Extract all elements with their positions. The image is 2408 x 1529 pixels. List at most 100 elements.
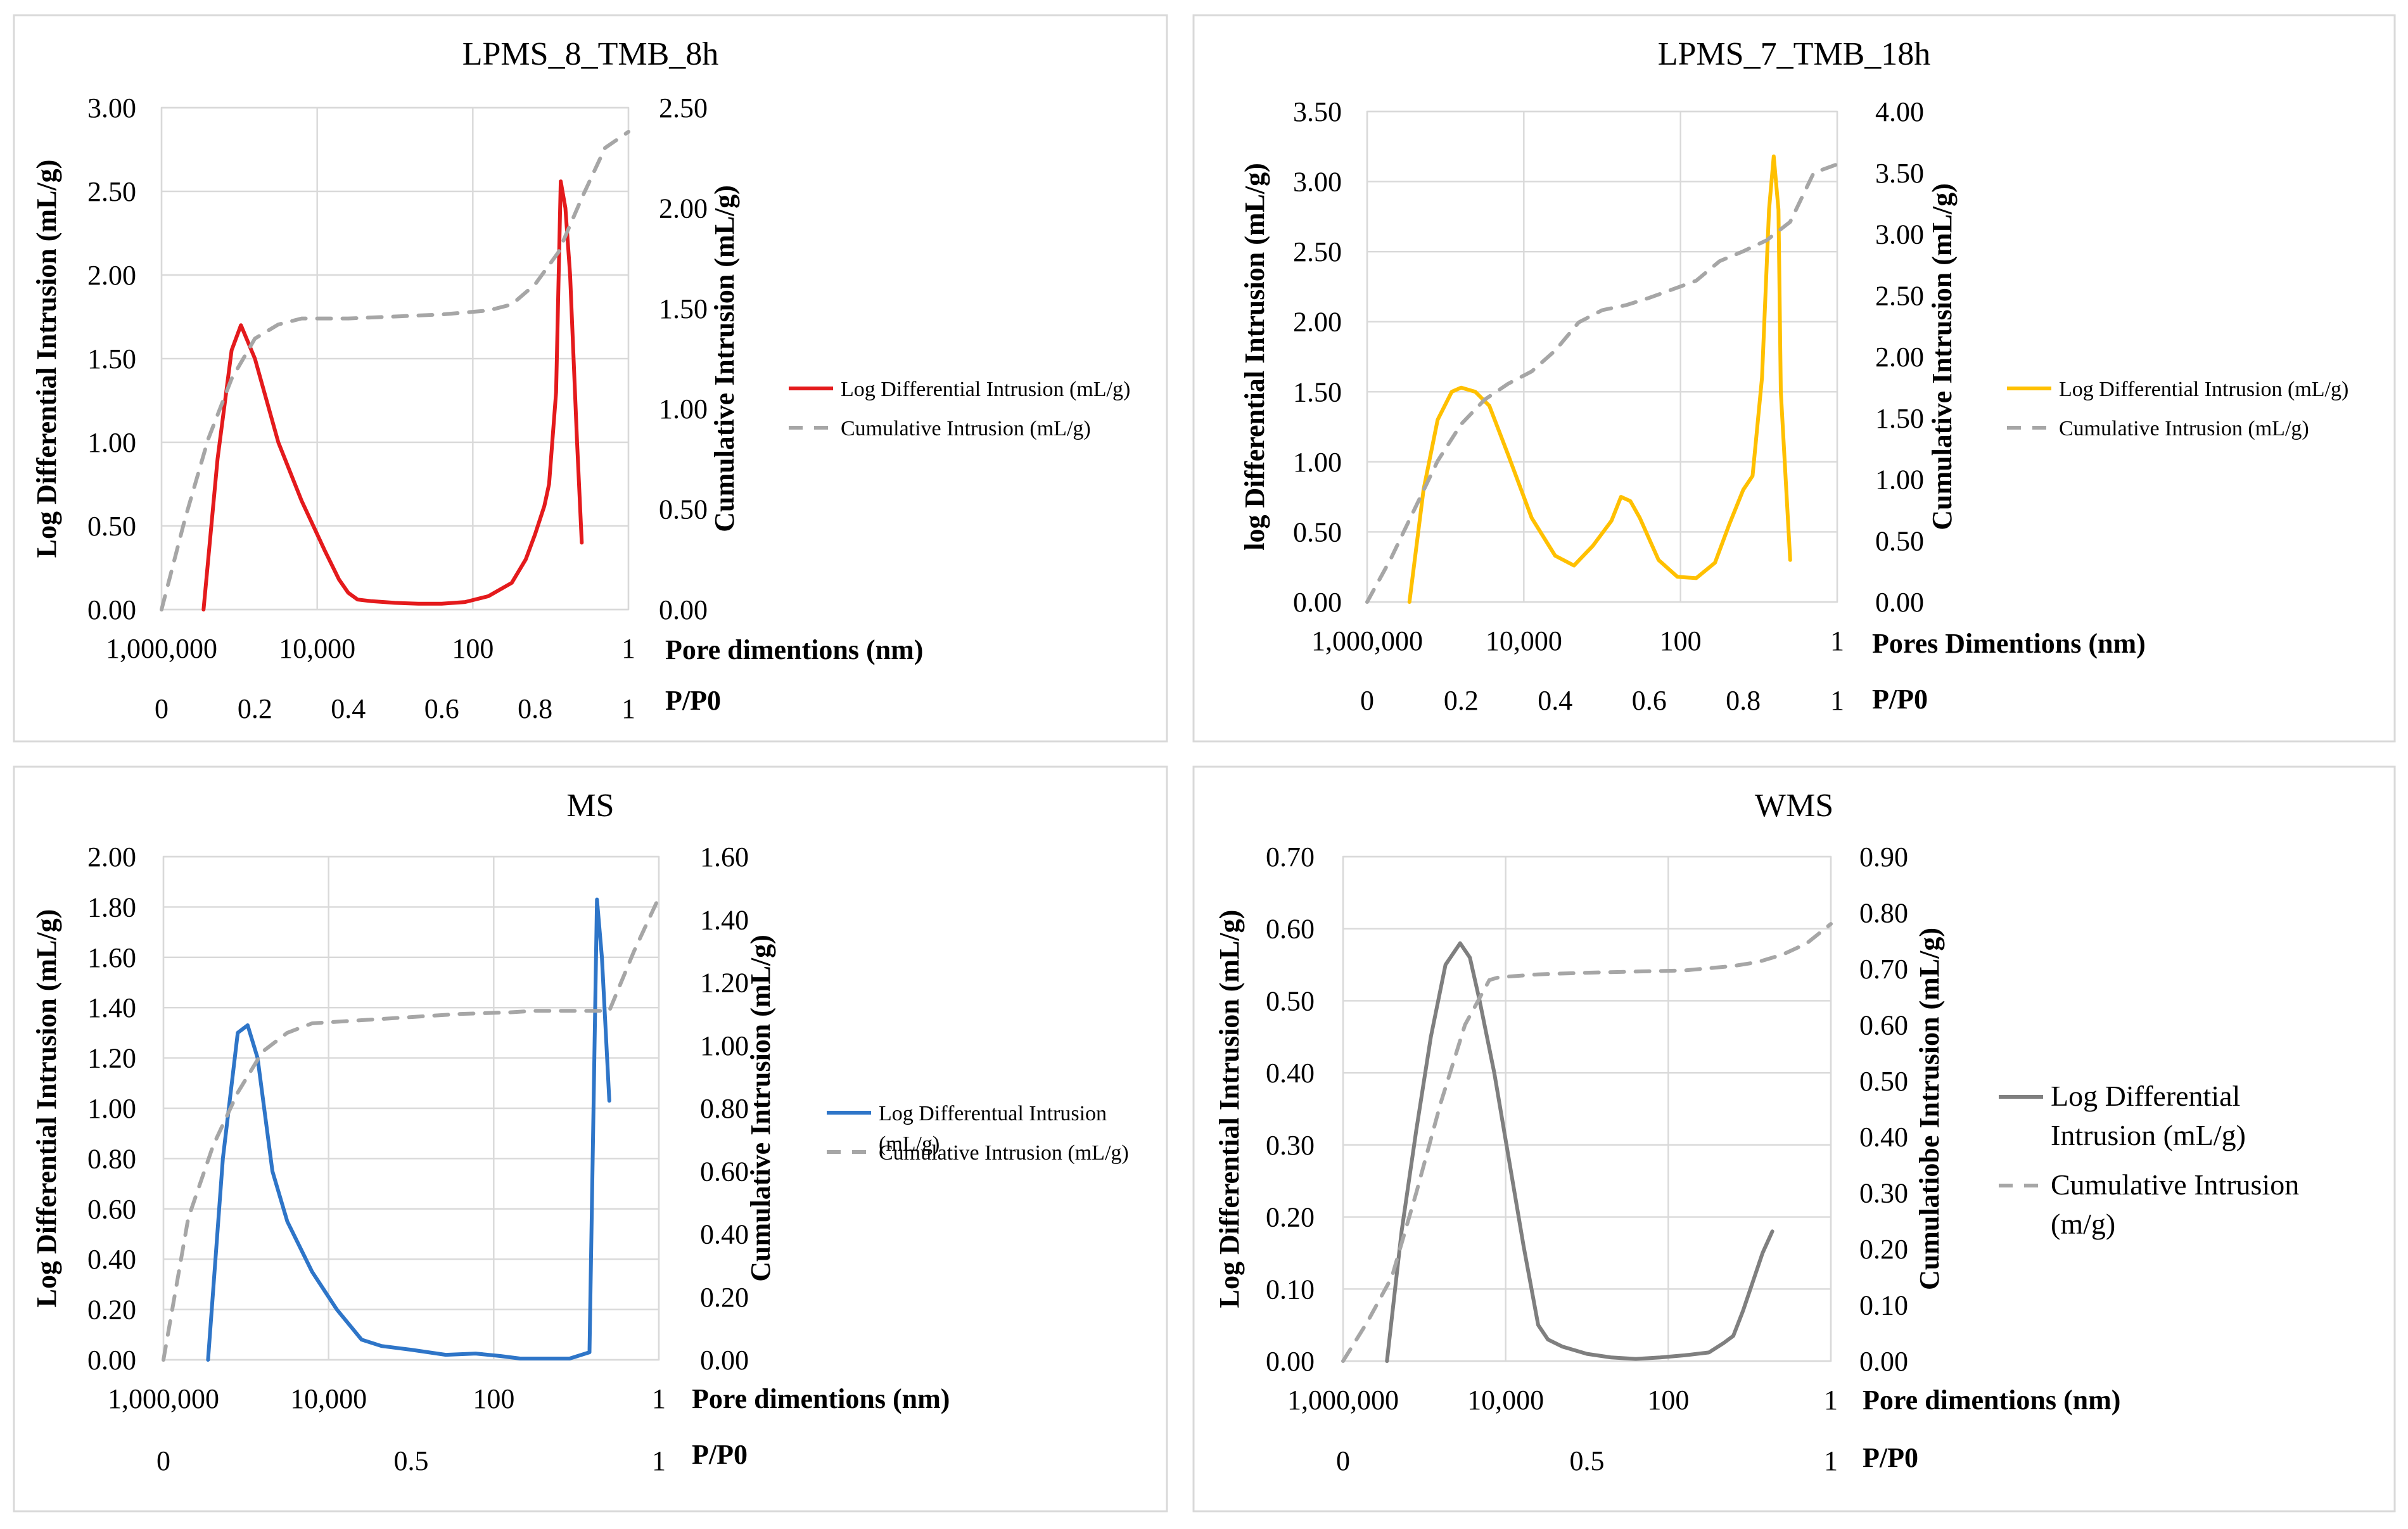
y-tick-label: 1.00	[87, 1093, 136, 1124]
panel-frame	[13, 14, 1168, 743]
legend-entry-line: Intrusion (mL/g)	[2051, 1119, 2246, 1151]
y-tick-label: 2.50	[1293, 236, 1342, 267]
x-bottom-tick-label: 0.6	[424, 693, 459, 724]
legend: Log Differential Intrusion (mL/g) Cumulat…	[2007, 378, 2348, 440]
y-axis-title: Log Differential Intrusion (mL/g)	[31, 160, 62, 558]
y-tick-label: 0.00	[1266, 1346, 1315, 1377]
legend-entry: Log Differentual Intrusion (mL/g)	[879, 1102, 1107, 1156]
y2-tick-label: 0.60	[1859, 1009, 1908, 1040]
y-tick-label: 1.40	[87, 992, 136, 1023]
x-bottom-axis-title: P/P0	[692, 1439, 748, 1470]
y2-tick-label: 0.40	[1859, 1122, 1908, 1153]
series-line-cumulative	[1341, 922, 1833, 1363]
y2-tick-label: 0.30	[1859, 1178, 1908, 1209]
chart-panel-3: MS 0.00 0.20 0.40 0.60 0.80 1.00 1.20 1.40 1.60 1.…	[13, 765, 1168, 1513]
y2-tick-label: 0.00	[659, 594, 708, 625]
series-line-cumulative	[1365, 162, 1839, 604]
x-bottom-tick-label: 0	[1360, 685, 1374, 716]
x-top-tick-label: 1,000,000	[1287, 1385, 1399, 1416]
x-bottom-axis-title: P/P0	[665, 685, 721, 716]
panel-frame	[13, 765, 1168, 1513]
y2-tick-label: 0.40	[700, 1219, 749, 1250]
legend-entry-line: (mL/g)	[879, 1132, 940, 1156]
y-tick-label: 1.80	[87, 892, 136, 923]
series-line-log-differential	[201, 179, 584, 611]
legend-entry: Cumulative Intrusion (mL/g)	[841, 417, 1091, 440]
x-top-tick-label: 1	[1824, 1385, 1838, 1416]
x-bottom-tick-label: 0	[156, 1445, 170, 1476]
y-tick-label: 0.20	[87, 1295, 136, 1326]
plot-area	[1342, 855, 1832, 1362]
y-tick-label: 0.00	[87, 594, 136, 625]
legend-entry: Cumulative Intrusion (mL/g)	[879, 1141, 1129, 1165]
x-bottom-tick-label: 0.8	[1726, 685, 1761, 716]
panel-frame	[1192, 765, 2396, 1513]
y2-tick-label: 0.00	[1875, 587, 1924, 618]
y-tick-label: 2.50	[87, 176, 136, 207]
legend-entry-line: Log Differential	[2051, 1080, 2240, 1112]
y2-axis-title: Cumulative Intrusion (mL/g)	[709, 185, 740, 532]
chart-title: LPMS_8_TMB_8h	[462, 36, 719, 72]
x-top-tick-label: 10,000	[279, 633, 355, 664]
y2-tick-label: 0.50	[1859, 1066, 1908, 1097]
legend-entry-line: Log Differentual Intrusion	[879, 1102, 1107, 1125]
y-tick-label: 1.60	[87, 942, 136, 973]
legend-entry-line: (m/g)	[2051, 1208, 2115, 1240]
y-tick-label: 0.30	[1266, 1130, 1315, 1161]
y-tick-label: 1.50	[87, 343, 136, 374]
y2-tick-label: 0.20	[700, 1282, 749, 1313]
x-bottom-tick-label: 1	[1824, 1445, 1838, 1476]
x-bottom-tick-label: 0.2	[238, 693, 272, 724]
x-bottom-tick-label: 0	[1336, 1445, 1350, 1476]
y2-axis-title: Cumulatiobe Intrusion (mL/g)	[1914, 928, 1945, 1290]
x-bottom-tick-label: 1	[1830, 685, 1844, 716]
x-top-tick-label: 10,000	[1486, 625, 1562, 656]
y2-tick-label: 0.20	[1859, 1234, 1908, 1265]
x-top-tick-label: 100	[1647, 1385, 1689, 1416]
x-bottom-tick-label: 0.8	[518, 693, 552, 724]
x-top-axis-title: Pore dimentions (nm)	[1863, 1385, 2120, 1416]
y2-tick-label: 1.00	[700, 1030, 749, 1061]
x-top-tick-label: 100	[452, 633, 494, 664]
y2-tick-label: 1.00	[659, 393, 708, 425]
x-bottom-tick-label: 0.5	[1570, 1445, 1605, 1476]
y-tick-label: 0.00	[87, 1345, 136, 1376]
chart-panel-1: LPMS_8_TMB_8h 0.00 0.50 1.00 1.50 2.00 2.50 3.0…	[13, 14, 1168, 743]
x-top-tick-label: 1	[1830, 625, 1844, 656]
x-bottom-tick-label: 0.4	[1538, 685, 1572, 716]
legend-entry: Log Differential Intrusion (mL/g)	[841, 378, 1130, 401]
series-line-log-differential	[206, 897, 611, 1362]
y2-tick-label: 1.50	[1875, 403, 1924, 434]
y-tick-label: 0.60	[87, 1194, 136, 1225]
chart-panel-4: WMS0.000.100.200.300.400.500.600.700.000…	[1192, 765, 2396, 1513]
y-tick-label: 0.10	[1266, 1274, 1315, 1305]
legend: Log Differential Intrusion (mL/g) Cumulati…	[1999, 1080, 2299, 1240]
y2-tick-label: 1.50	[659, 293, 708, 324]
y-tick-label: 2.00	[87, 260, 136, 291]
x-bottom-axis-title: P/P0	[1863, 1442, 1918, 1473]
y-tick-label: 1.50	[1293, 376, 1342, 407]
y-axis-title: Log Differential Intrusion (mL/g)	[31, 909, 62, 1308]
series-line-log-differential	[1407, 154, 1792, 604]
y2-tick-label: 2.50	[1875, 280, 1924, 311]
y-tick-label: 3.00	[1293, 167, 1342, 198]
chart-title: WMS	[1755, 788, 1833, 824]
y2-tick-label: 1.00	[1875, 464, 1924, 496]
y2-tick-label: 0.80	[700, 1093, 749, 1124]
chart-title: MS	[566, 788, 614, 824]
series-line-cumulative	[162, 895, 661, 1362]
y2-tick-label: 2.00	[1875, 342, 1924, 373]
chart-title: LPMS_7_TMB_18h	[1658, 36, 1931, 72]
y2-tick-label: 0.50	[659, 494, 708, 525]
y-tick-label: 3.50	[1293, 96, 1342, 127]
x-top-tick-label: 1	[621, 633, 635, 664]
x-bottom-tick-label: 1	[652, 1445, 666, 1476]
y-tick-label: 1.00	[87, 427, 136, 458]
x-bottom-tick-label: 0.6	[1632, 685, 1667, 716]
x-top-tick-label: 1,000,000	[108, 1383, 219, 1414]
y-tick-label: 2.00	[87, 841, 136, 873]
y2-tick-label: 1.20	[700, 968, 749, 999]
y-tick-label: 0.00	[1293, 587, 1342, 618]
y2-tick-label: 0.80	[1859, 897, 1908, 928]
